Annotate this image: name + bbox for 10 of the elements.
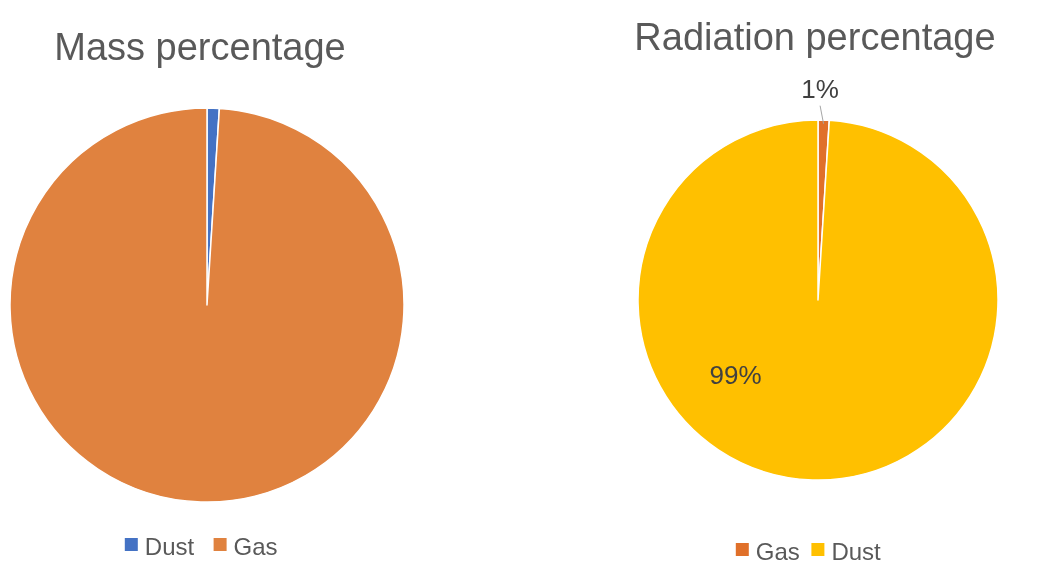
legend-label: Dust [831, 538, 882, 565]
pie-slice [637, 119, 999, 481]
chart-title: Mass percentage [54, 26, 346, 68]
pie-slice [9, 107, 405, 503]
data-label: 99% [709, 360, 762, 391]
chart-title: Radiation percentage [634, 16, 996, 58]
legend-label: Gas [233, 533, 278, 560]
data-label: 1% [801, 73, 839, 104]
legend-label: Gas [755, 538, 800, 565]
legend-label: Dust [144, 533, 195, 560]
